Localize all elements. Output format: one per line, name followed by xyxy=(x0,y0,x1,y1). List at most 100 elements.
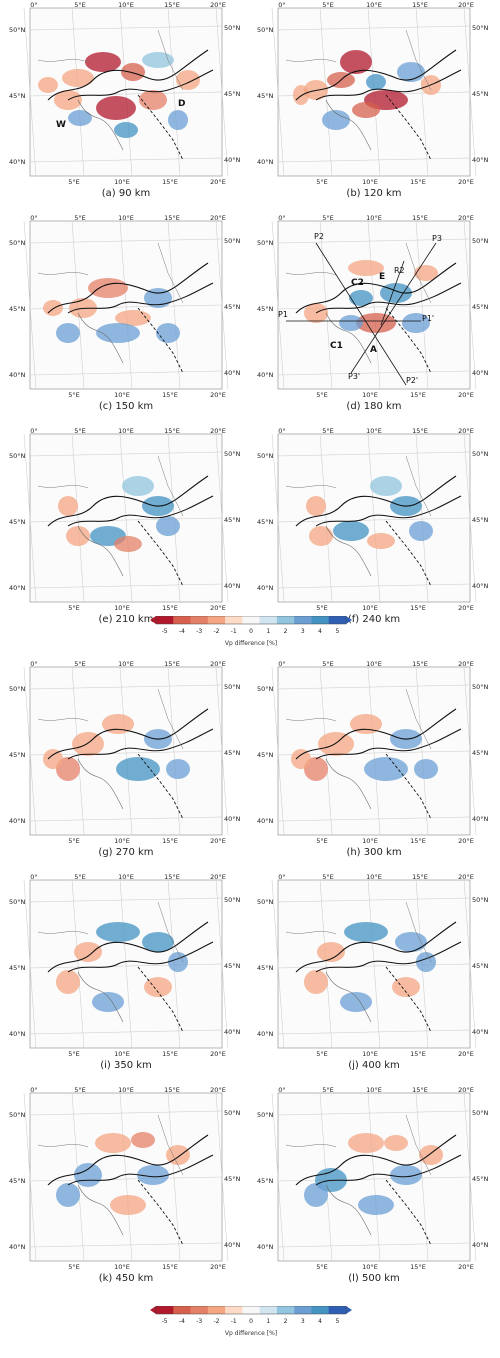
border-line xyxy=(285,1114,432,1176)
lon-label-top: 5°E xyxy=(322,1,334,9)
lat-label-left: 50°N xyxy=(257,452,274,460)
colorbar-extend-high xyxy=(346,1306,352,1314)
velocity-anomaly xyxy=(293,85,309,105)
map-panel-k: 0° 5°E 10°E 15°E 20°E 5°E 10°E 15°E 20°E 50°N 50°N… xyxy=(8,1085,244,1285)
parallel-line xyxy=(277,1110,471,1116)
lon-label-bottom: 20°E xyxy=(210,391,226,399)
colorbar-segment xyxy=(311,1306,330,1314)
lat-label-right: 40°N xyxy=(472,1241,489,1249)
lon-label-bottom: 10°E xyxy=(114,1263,130,1271)
border-line xyxy=(37,901,184,963)
lon-label-bottom: 10°E xyxy=(362,391,378,399)
map-panel-b: 0° 5°E 10°E 15°E 20°E 5°E 10°E 15°E 20°E 50°N 50°N… xyxy=(256,0,492,200)
lon-label-top: 15°E xyxy=(164,873,180,881)
lat-label-right: 40°N xyxy=(472,1028,489,1036)
panel-caption: (b) 120 km xyxy=(346,188,402,199)
fault-line xyxy=(295,49,457,101)
colorbar-tick: 2 xyxy=(284,1318,288,1325)
lon-label-bottom: 5°E xyxy=(68,1050,80,1058)
fault-line xyxy=(47,49,209,101)
lon-label-top: 10°E xyxy=(366,1086,382,1094)
colorbar-segment xyxy=(276,1306,295,1314)
lat-label-left: 50°N xyxy=(9,685,26,693)
parallel-line xyxy=(29,684,223,690)
lon-label-bottom: 5°E xyxy=(316,604,328,612)
velocity-anomaly xyxy=(306,496,326,516)
fault-line xyxy=(315,941,462,973)
coastline xyxy=(325,1184,372,1236)
panel-caption: (d) 180 km xyxy=(346,401,402,412)
colorbar-label: Vp difference [%] xyxy=(224,640,278,647)
lon-label-bottom: 10°E xyxy=(114,1050,130,1058)
velocity-anomaly xyxy=(114,122,138,138)
meridian-line xyxy=(271,433,285,603)
lon-label-top: 5°E xyxy=(74,427,86,435)
fault-line xyxy=(47,475,209,527)
lon-label-bottom: 20°E xyxy=(210,1263,226,1271)
lon-label-bottom: 15°E xyxy=(410,604,426,612)
map-c: 0° 5°E 10°E 15°E 20°E 5°E 10°E 15°E 20°E 50°N 50°N… xyxy=(9,214,241,399)
velocity-anomaly xyxy=(92,992,124,1012)
coastline xyxy=(325,99,372,151)
velocity-anomaly xyxy=(390,1165,422,1185)
lon-label-top: 5°E xyxy=(74,1,86,9)
meridian-line xyxy=(271,7,285,177)
border-line xyxy=(285,455,432,517)
parallel-line xyxy=(29,1176,223,1182)
colorbar-tick: 0 xyxy=(249,1318,253,1325)
velocity-anomaly xyxy=(115,310,151,326)
lat-label-left: 50°N xyxy=(9,239,26,247)
lon-label-top: 10°E xyxy=(118,427,134,435)
fault-line xyxy=(47,262,209,314)
lon-label-top: 15°E xyxy=(412,427,428,435)
colorbar-segment xyxy=(173,616,191,624)
lat-label-left: 40°N xyxy=(257,158,274,166)
meridian-line xyxy=(271,879,285,1049)
meridian-line xyxy=(319,220,333,390)
coastline xyxy=(77,758,124,810)
lon-label-top: 10°E xyxy=(366,214,382,222)
parallel-line xyxy=(277,750,471,756)
parallel-line xyxy=(277,816,471,822)
lat-label-right: 45°N xyxy=(472,90,489,98)
velocity-anomaly xyxy=(291,749,311,769)
lon-label-bottom: 10°E xyxy=(114,837,130,845)
parallel-line xyxy=(29,517,223,523)
panel-caption: (f) 240 km xyxy=(347,614,401,625)
velocity-anomaly xyxy=(384,1135,408,1151)
fault-line xyxy=(47,708,209,760)
velocity-anomaly xyxy=(142,932,174,952)
fault-line-dashed xyxy=(137,1179,184,1246)
lat-label-left: 45°N xyxy=(9,305,26,313)
velocity-anomaly xyxy=(340,992,372,1012)
lat-label-left: 40°N xyxy=(257,371,274,379)
map-panel-f: 0° 5°E 10°E 15°E 20°E 5°E 10°E 15°E 20°E 50°N 50°N… xyxy=(256,426,492,626)
velocity-anomaly xyxy=(56,1183,80,1207)
fault-line-dashed xyxy=(137,307,184,374)
meridian-line xyxy=(367,879,381,1049)
meridian-line xyxy=(415,220,429,390)
velocity-anomaly xyxy=(96,96,136,120)
lon-label-top: 0° xyxy=(278,214,285,222)
lon-label-top: 10°E xyxy=(118,1086,134,1094)
colorbar-extend-high xyxy=(346,616,352,624)
parallel-line xyxy=(277,1029,471,1035)
parallel-line xyxy=(277,1176,471,1182)
velocity-anomaly xyxy=(121,63,145,81)
lon-label-bottom: 5°E xyxy=(68,604,80,612)
lon-label-top: 5°E xyxy=(322,214,334,222)
lat-label-left: 50°N xyxy=(257,1111,274,1119)
lon-label-bottom: 5°E xyxy=(316,391,328,399)
velocity-anomaly xyxy=(419,1145,443,1165)
fault-line xyxy=(67,69,214,101)
parallel-line xyxy=(29,157,223,163)
fault-line xyxy=(67,495,214,527)
colorbar-segment xyxy=(190,616,209,624)
velocity-anomaly xyxy=(304,1183,328,1207)
label-D: D xyxy=(178,99,185,109)
lon-label-top: 10°E xyxy=(366,427,382,435)
meridian-line xyxy=(367,1092,381,1262)
velocity-anomaly xyxy=(56,970,80,994)
velocity-anomaly xyxy=(58,496,78,516)
velocity-anomaly xyxy=(56,323,80,343)
